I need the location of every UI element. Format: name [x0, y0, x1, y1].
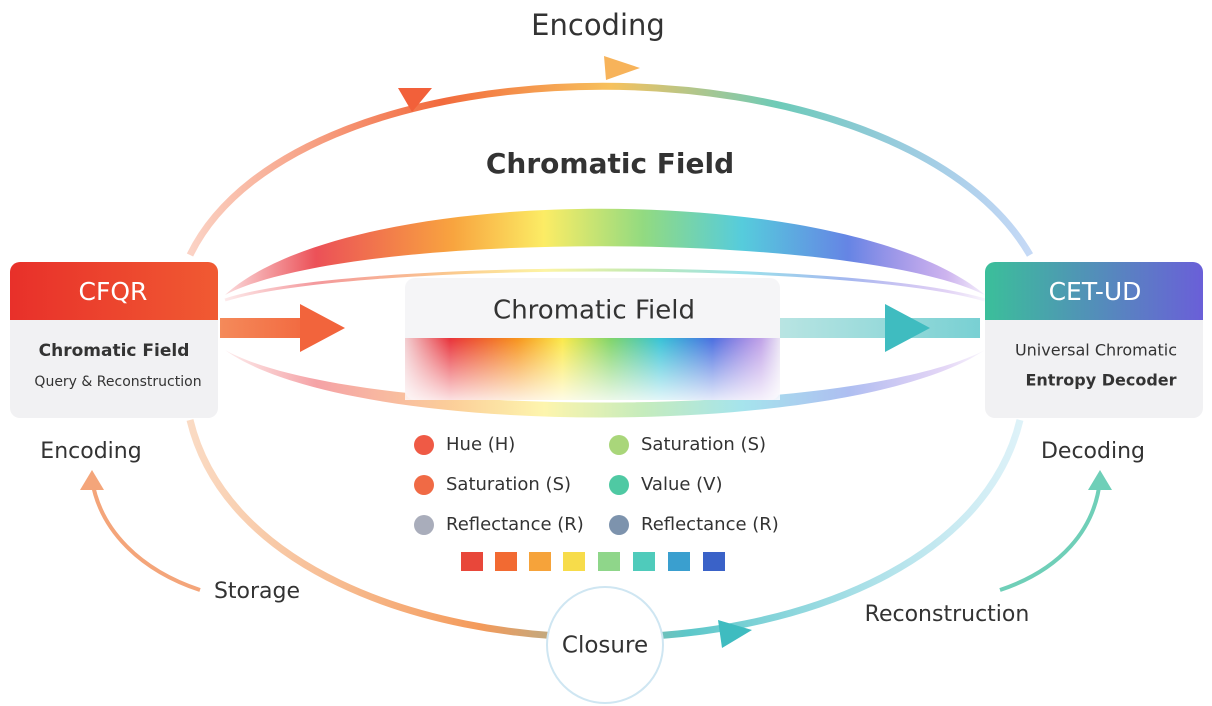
legend-label: Reflectance (R)	[641, 514, 779, 535]
field-title: Chromatic Field	[486, 147, 734, 180]
center-title: Chromatic Field	[493, 296, 695, 326]
legend-dot	[609, 515, 629, 535]
side-label: Decoding	[1041, 439, 1145, 464]
flow-arrow	[780, 318, 980, 338]
side-label: Encoding	[40, 439, 141, 464]
closure-label: Closure	[562, 633, 648, 659]
band-lower	[225, 350, 985, 418]
flow-label: Reconstruction	[865, 602, 1030, 627]
swatches	[461, 552, 725, 571]
legend-dot	[609, 475, 629, 495]
flow-label: Storage	[214, 579, 300, 604]
top-arc	[186, 82, 1034, 257]
flow-arrow	[220, 318, 320, 338]
node-title: CFQR	[79, 277, 148, 306]
arrow-head	[604, 56, 640, 80]
legend-label: Hue (H)	[446, 434, 515, 455]
band-line	[224, 268, 986, 302]
arrow-head	[718, 620, 752, 648]
node-text: Entropy Decoder	[1025, 371, 1176, 390]
legend-dot	[414, 515, 434, 535]
flow-arrow-head	[885, 304, 930, 352]
right-node-header	[985, 262, 1203, 320]
legend-label: Saturation (S)	[446, 474, 571, 495]
node-text: Query & Reconstruction	[34, 374, 201, 390]
flow-arrow-head	[300, 304, 345, 352]
node-title: CET-UD	[1049, 277, 1142, 306]
legend-dot	[609, 435, 629, 455]
node-text: Universal Chromatic	[1015, 341, 1177, 360]
center-fade	[405, 338, 780, 400]
closure-circle	[546, 586, 664, 704]
legend-dot	[414, 475, 434, 495]
node-text: Chromatic Field	[39, 341, 190, 361]
storage-arrow	[90, 479, 201, 592]
chromatic-band	[225, 208, 985, 295]
legend-label: Saturation (S)	[641, 434, 766, 455]
legend-dot	[414, 435, 434, 455]
legend-label: Value (V)	[641, 474, 723, 495]
arrow-head	[1088, 470, 1112, 490]
legend-label: Reflectance (R)	[446, 514, 584, 535]
arrow-head	[398, 88, 432, 112]
arrow-head	[80, 470, 104, 490]
left-node-header	[10, 262, 218, 320]
top-label: Encoding	[531, 8, 665, 42]
reconstruction-arrow	[999, 479, 1102, 592]
